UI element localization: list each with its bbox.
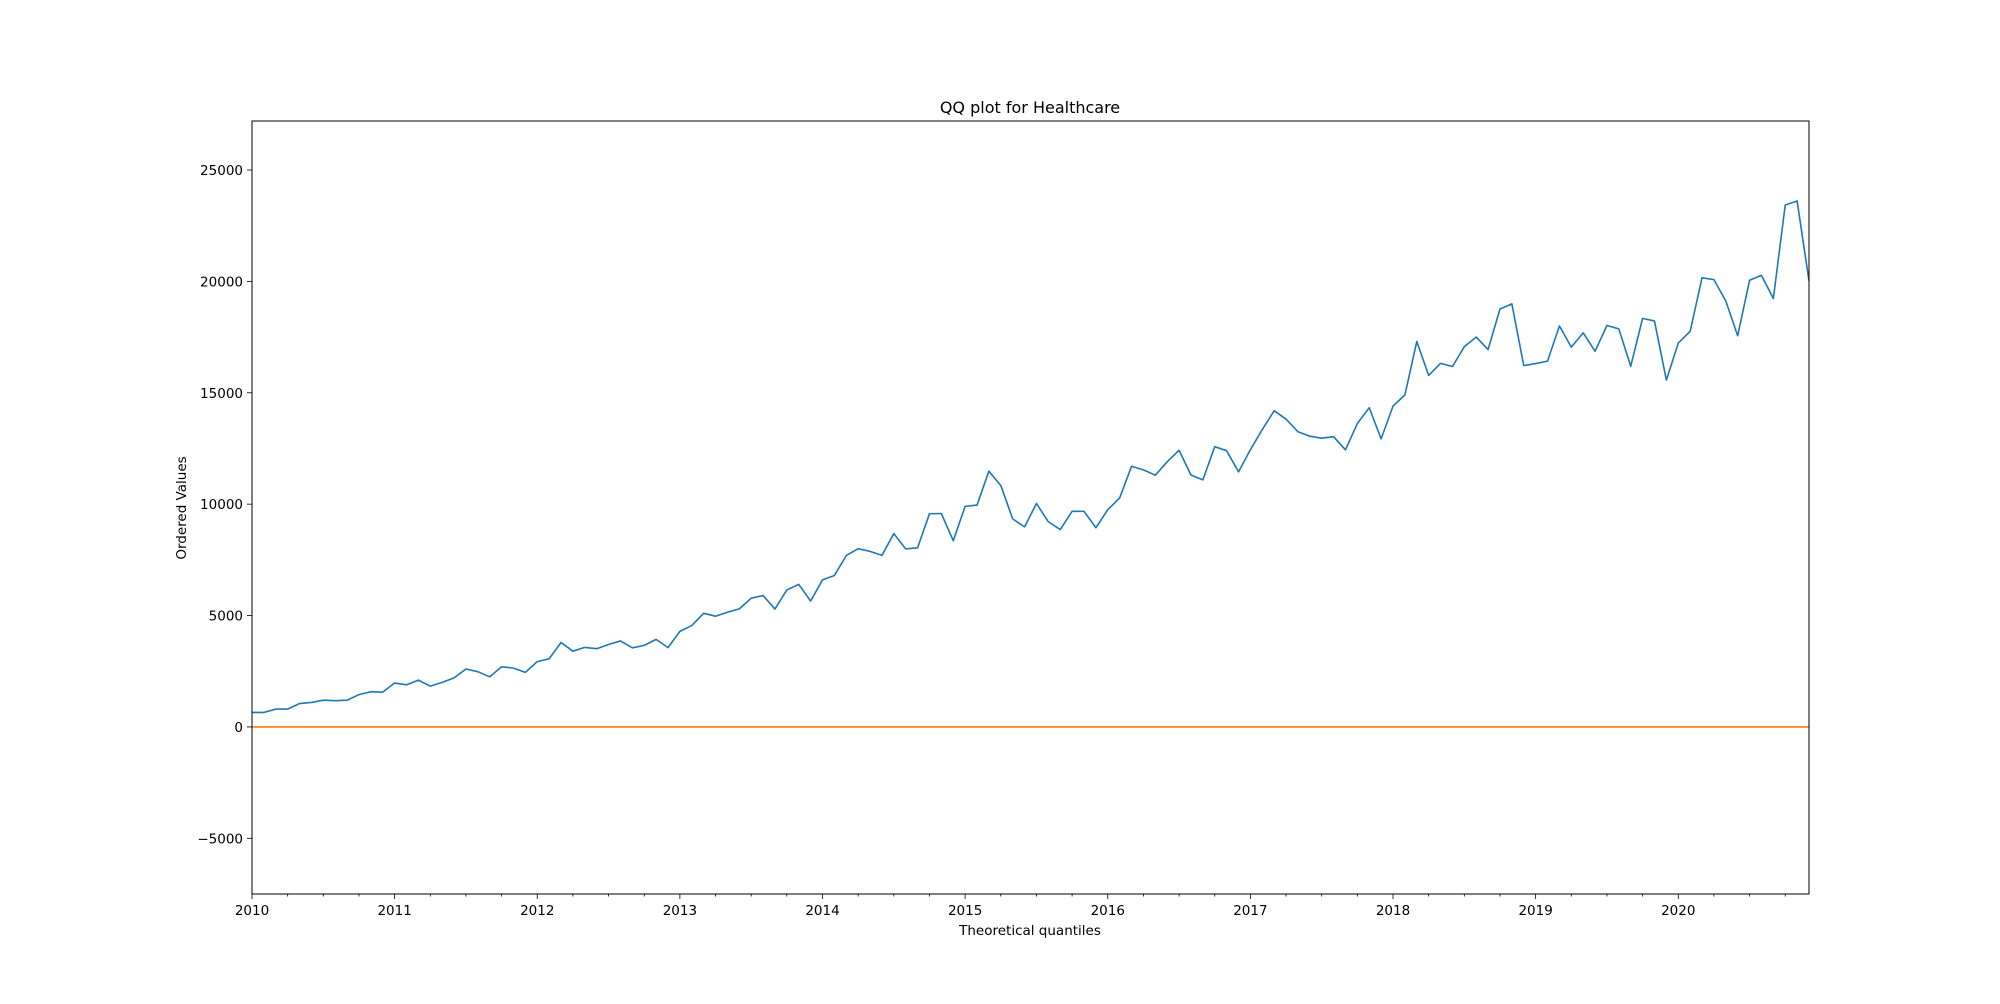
y-axis: −5000 0 5000 10000 15000 20000 25000 [197,163,252,847]
y-tick-label: 25000 [200,163,243,179]
x-tick-label: 2020 [1661,903,1695,919]
series-line-ordered-values [252,200,1809,714]
y-tick-label: 10000 [200,497,243,513]
y-tick-label: 0 [234,720,243,736]
x-axis-label: Theoretical quantiles [958,923,1101,939]
y-tick-label: 5000 [209,609,243,625]
x-tick-label: 2011 [377,903,411,919]
x-tick-label: 2010 [235,903,269,919]
x-tick-label: 2012 [520,903,554,919]
y-axis-label: Ordered Values [174,456,190,559]
x-tick-label: 2017 [1233,903,1267,919]
y-tick-label: 20000 [200,274,243,290]
x-tick-label: 2016 [1091,903,1125,919]
y-tick-label: 15000 [200,386,243,402]
x-tick-label: 2014 [805,903,839,919]
x-axis: 2010 2011 2012 2013 2014 2015 2016 2017 2018 2019… [235,894,1786,919]
y-tick-label: −5000 [197,831,243,847]
x-tick-label: 2018 [1376,903,1410,919]
x-tick-label: 2019 [1518,903,1552,919]
axes-frame [251,120,1810,895]
x-tick-label: 2015 [948,903,982,919]
chart-title: QQ plot for Healthcare [940,98,1120,117]
plot-area [252,200,1809,728]
x-tick-label: 2013 [663,903,697,919]
